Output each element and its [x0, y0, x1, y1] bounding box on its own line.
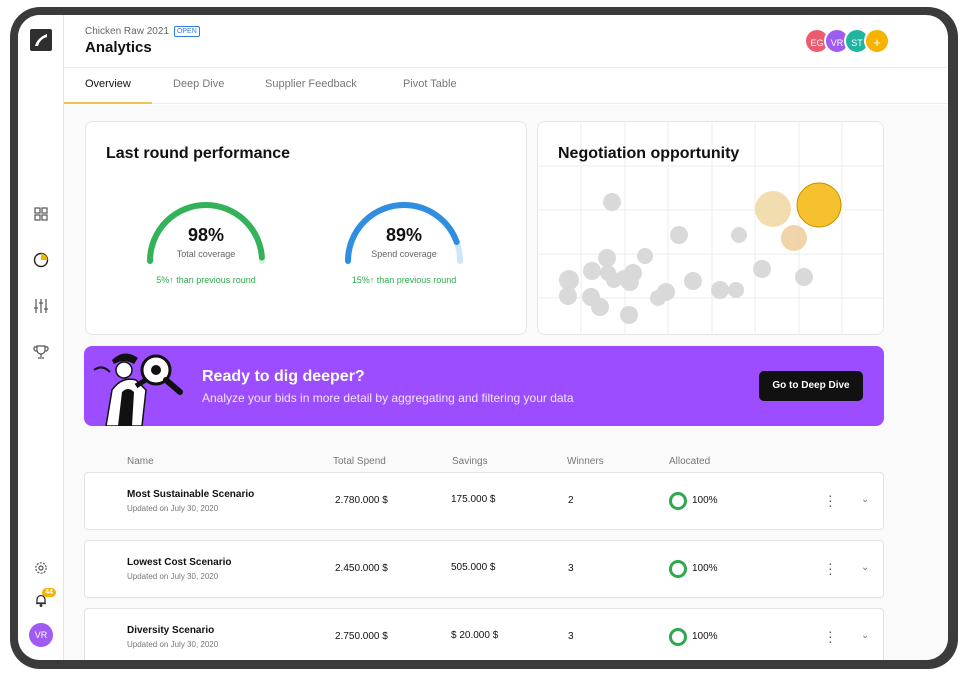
savings: 175.000 $ [451, 494, 496, 505]
page-title: Analytics [85, 39, 152, 56]
column-header-winners[interactable]: Winners [567, 456, 604, 467]
chart-bubble [559, 270, 579, 290]
card-title: Negotiation opportunity [558, 145, 740, 162]
banner-title: Ready to dig deeper? [202, 368, 365, 385]
tab-overview[interactable]: Overview [85, 78, 131, 90]
chart-bubble [583, 262, 601, 280]
status-badge: OPEN [173, 26, 200, 37]
card-title: Last round performance [106, 145, 291, 162]
header: Chicken Raw 2021 OPEN Analytics EG VR ST… [64, 15, 948, 68]
chart-bubble [731, 227, 747, 243]
table-row[interactable]: Diversity Scenario Updated on July 30, 2… [84, 608, 884, 660]
scenario-updated: Updated on July 30, 2020 [127, 504, 219, 513]
chart-bubble [711, 281, 729, 299]
grid-icon[interactable] [32, 205, 50, 223]
collaborator-avatars: EG VR ST + [804, 28, 890, 54]
active-tab-indicator [64, 102, 152, 104]
more-options-icon[interactable]: · · · [828, 487, 833, 513]
winners: 3 [568, 631, 574, 642]
logo-icon[interactable] [30, 29, 52, 51]
gear-icon[interactable] [32, 559, 50, 577]
bell-icon[interactable] [32, 591, 50, 609]
total-spend: 2.780.000 $ [335, 495, 388, 506]
negotiation-bubble-chart [538, 122, 883, 334]
scenario-name: Lowest Cost Scenario [127, 557, 232, 568]
winners: 2 [568, 495, 574, 506]
chart-bubble [603, 193, 621, 211]
allocated-ring-icon [669, 560, 687, 578]
chart-bubble [637, 248, 653, 264]
column-header-savings[interactable]: Savings [452, 456, 488, 467]
chart-bubble [728, 282, 744, 298]
chart-bubble [559, 287, 577, 305]
gauge-label: Spend coverage [371, 249, 437, 259]
savings: 505.000 $ [451, 562, 496, 573]
chart-bubble-highlight [796, 182, 842, 228]
more-options-icon[interactable]: · · · [828, 623, 833, 649]
negotiation-card: Negotiation opportunity [537, 121, 884, 335]
allocated-value: 100% [692, 563, 718, 574]
sliders-icon[interactable] [32, 297, 50, 315]
allocated-ring-icon [669, 492, 687, 510]
device-frame: 44 VR Chicken Raw 2021 OPEN Analytics EG… [10, 7, 958, 669]
tab-bar: Overview Deep Dive Supplier Feedback Piv… [64, 68, 948, 104]
tab-pivot-table[interactable]: Pivot Table [403, 78, 457, 90]
winners: 3 [568, 563, 574, 574]
gauge-delta: 5%↑ than previous round [156, 275, 256, 285]
banner-subtitle: Analyze your bids in more detail by aggr… [202, 391, 574, 405]
total-spend: 2.450.000 $ [335, 563, 388, 574]
chart-bubble [795, 268, 813, 286]
gauge-spend-coverage: 89% Spend coverage 15%↑ than previous ro… [342, 199, 472, 299]
tab-deep-dive[interactable]: Deep Dive [173, 78, 225, 90]
scenario-updated: Updated on July 30, 2020 [127, 572, 219, 581]
gauge-label: Total coverage [176, 249, 236, 259]
pie-chart-icon[interactable] [32, 251, 50, 269]
table-row[interactable]: Lowest Cost Scenario Updated on July 30,… [84, 540, 884, 598]
chart-bubble [781, 225, 807, 251]
chevron-down-icon[interactable]: ⌄ [861, 630, 870, 641]
column-header-name[interactable]: Name [127, 456, 154, 467]
more-options-icon[interactable]: · · · [828, 555, 833, 581]
allocated-ring-icon [669, 628, 687, 646]
allocated-value: 100% [692, 495, 718, 506]
chevron-down-icon[interactable]: ⌄ [861, 562, 870, 573]
chart-bubble [753, 260, 771, 278]
gauge-total-coverage: 98% Total coverage 5%↑ than previous rou… [144, 199, 274, 299]
chart-bubble [621, 273, 639, 291]
app-screen: 44 VR Chicken Raw 2021 OPEN Analytics EG… [18, 15, 948, 660]
chart-bubble [684, 272, 702, 290]
breadcrumb: Chicken Raw 2021 OPEN [85, 26, 200, 37]
scenario-name: Most Sustainable Scenario [127, 489, 255, 500]
chart-bubble [598, 249, 616, 267]
scenario-updated: Updated on July 30, 2020 [127, 640, 219, 649]
notification-badge: 44 [42, 588, 56, 597]
sidebar: 44 VR [18, 15, 64, 660]
go-to-deep-dive-button[interactable]: Go to Deep Dive [759, 371, 863, 401]
chart-bubble [670, 226, 688, 244]
user-avatar[interactable]: VR [29, 623, 53, 647]
column-header-allocated[interactable]: Allocated [669, 456, 711, 467]
add-collaborator-button[interactable]: + [864, 28, 890, 54]
chart-bubble [591, 298, 609, 316]
deep-dive-banner: Ready to dig deeper? Analyze your bids i… [84, 346, 884, 426]
column-header-total-spend[interactable]: Total Spend [333, 456, 386, 467]
total-spend: 2.750.000 $ [335, 631, 388, 642]
gauge-delta: 15%↑ than previous round [351, 275, 457, 285]
trophy-icon[interactable] [32, 343, 50, 361]
chart-bubble [657, 283, 675, 301]
savings: $ 20.000 $ [451, 630, 499, 641]
scenario-name: Diversity Scenario [127, 625, 215, 636]
main-content: Last round performance 98% Total coverag… [64, 105, 948, 660]
tab-supplier-feedback[interactable]: Supplier Feedback [265, 78, 357, 90]
table-row[interactable]: Most Sustainable Scenario Updated on Jul… [84, 472, 884, 530]
performance-card: Last round performance 98% Total coverag… [85, 121, 527, 335]
gauge-value: 89% [385, 225, 423, 245]
gauge-value: 98% [187, 225, 225, 245]
chevron-down-icon[interactable]: ⌄ [861, 494, 870, 505]
project-name[interactable]: Chicken Raw 2021 [85, 26, 169, 37]
chart-bubble [620, 306, 638, 324]
allocated-value: 100% [692, 631, 718, 642]
detective-illustration [93, 353, 183, 426]
chart-bubble [755, 191, 791, 227]
